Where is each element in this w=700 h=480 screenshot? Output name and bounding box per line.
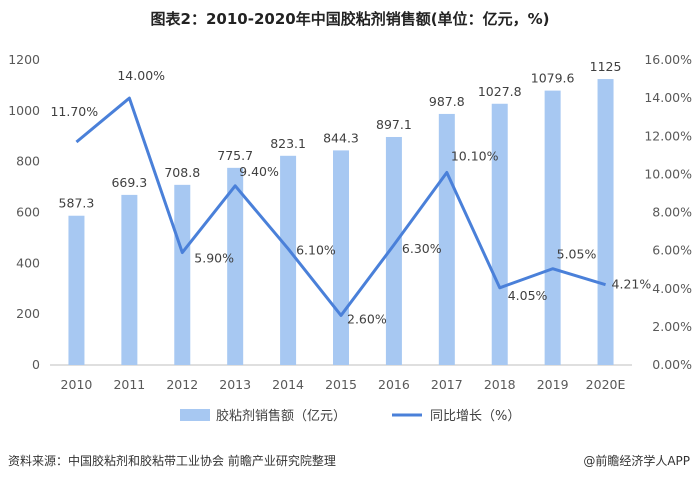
y-left-tick-label: 600 bbox=[16, 205, 40, 220]
y-left-tick-label: 400 bbox=[16, 255, 40, 270]
x-tick-label: 2015 bbox=[325, 377, 357, 392]
bar-value-label: 775.7 bbox=[217, 148, 253, 163]
y-right-tick-label: 10.00% bbox=[644, 166, 692, 181]
bar-value-label: 1079.6 bbox=[531, 71, 575, 86]
line-value-label: 5.05% bbox=[557, 247, 597, 262]
brand-credit: @前瞻经济学人APP bbox=[583, 454, 690, 468]
bar bbox=[174, 184, 191, 365]
legend-bar-swatch bbox=[180, 409, 210, 421]
bar-value-label: 587.3 bbox=[59, 196, 95, 211]
bar-value-label: 897.1 bbox=[376, 117, 412, 132]
legend-bar-label: 胶粘剂销售额（亿元） bbox=[216, 408, 346, 424]
y-left-axis: 0 200 400 600 800 1000 1200 bbox=[8, 52, 40, 372]
bar bbox=[544, 90, 561, 365]
x-tick-label: 2011 bbox=[113, 377, 145, 392]
line-value-label: 10.10% bbox=[451, 148, 499, 163]
legend: 胶粘剂销售额（亿元） 同比增长（%） bbox=[180, 408, 520, 424]
bar bbox=[597, 79, 614, 365]
line-value-label: 6.10% bbox=[296, 243, 336, 258]
line-data-labels: 11.70% 14.00% 5.90% 9.40% 6.10% 2.60% 6.30% 10.… bbox=[50, 68, 651, 326]
bar-value-label: 1027.8 bbox=[478, 84, 522, 99]
x-tick-label: 2016 bbox=[378, 377, 410, 392]
bar-value-label: 823.1 bbox=[270, 136, 306, 151]
line-value-label: 14.00% bbox=[117, 68, 165, 83]
line-series bbox=[75, 96, 606, 317]
line-value-label: 4.21% bbox=[612, 277, 652, 292]
bar bbox=[227, 167, 244, 365]
source-note: 资料来源：中国胶粘剂和胶粘带工业协会 前瞻产业研究院整理 bbox=[8, 454, 336, 468]
line-value-label: 9.40% bbox=[239, 164, 279, 179]
x-tick-label: 2018 bbox=[484, 377, 516, 392]
line-value-label: 2.60% bbox=[347, 311, 387, 326]
x-tick-label: 2017 bbox=[431, 377, 463, 392]
bar-value-label: 844.3 bbox=[323, 130, 359, 145]
bar-value-label: 1125 bbox=[590, 59, 622, 74]
y-left-tick-label: 1200 bbox=[8, 52, 40, 67]
bar-series bbox=[68, 79, 614, 365]
bar bbox=[491, 103, 508, 365]
x-tick-label: 2020E bbox=[586, 377, 626, 392]
x-tick-label: 2014 bbox=[272, 377, 304, 392]
y-right-axis: 0.00% 2.00% 4.00% 6.00% 8.00% 10.00% 12.00% 14.… bbox=[644, 52, 692, 372]
bar bbox=[280, 155, 297, 365]
y-right-tick-label: 16.00% bbox=[644, 52, 692, 67]
line-value-label: 6.30% bbox=[402, 241, 442, 256]
bar bbox=[121, 194, 138, 365]
x-tick-label: 2019 bbox=[537, 377, 569, 392]
y-right-tick-label: 4.00% bbox=[652, 281, 692, 296]
y-left-tick-label: 0 bbox=[32, 357, 40, 372]
line-value-label: 5.90% bbox=[194, 251, 234, 266]
bar-value-label: 708.8 bbox=[164, 165, 200, 180]
line-value-label: 4.05% bbox=[508, 288, 548, 303]
y-left-tick-label: 200 bbox=[16, 306, 40, 321]
x-tick-label: 2012 bbox=[166, 377, 198, 392]
bar bbox=[385, 136, 402, 365]
bar-data-labels: 587.3 669.3 708.8 775.7 823.1 844.3 897.1 987.8… bbox=[59, 59, 622, 211]
chart-title: 图表2：2010-2020年中国胶粘剂销售额(单位：亿元，%) bbox=[151, 10, 550, 28]
bar bbox=[68, 215, 85, 365]
y-left-tick-label: 1000 bbox=[8, 103, 40, 118]
bar-value-label: 669.3 bbox=[111, 175, 147, 190]
y-right-tick-label: 0.00% bbox=[652, 357, 692, 372]
bar-value-label: 987.8 bbox=[429, 94, 465, 109]
x-tick-label: 2013 bbox=[219, 377, 251, 392]
y-right-tick-label: 8.00% bbox=[652, 205, 692, 220]
x-axis: 2010 2011 2012 2013 2014 2015 2016 2017 2018 2019… bbox=[61, 377, 626, 392]
y-right-tick-label: 2.00% bbox=[652, 319, 692, 334]
growth-line bbox=[75, 96, 606, 317]
y-right-tick-label: 12.00% bbox=[644, 128, 692, 143]
legend-line-label: 同比增长（%） bbox=[430, 409, 520, 424]
y-right-tick-label: 6.00% bbox=[652, 243, 692, 258]
x-tick-label: 2010 bbox=[61, 377, 93, 392]
y-right-tick-label: 14.00% bbox=[644, 90, 692, 105]
y-left-tick-label: 800 bbox=[16, 154, 40, 169]
line-value-label: 11.70% bbox=[50, 104, 98, 119]
